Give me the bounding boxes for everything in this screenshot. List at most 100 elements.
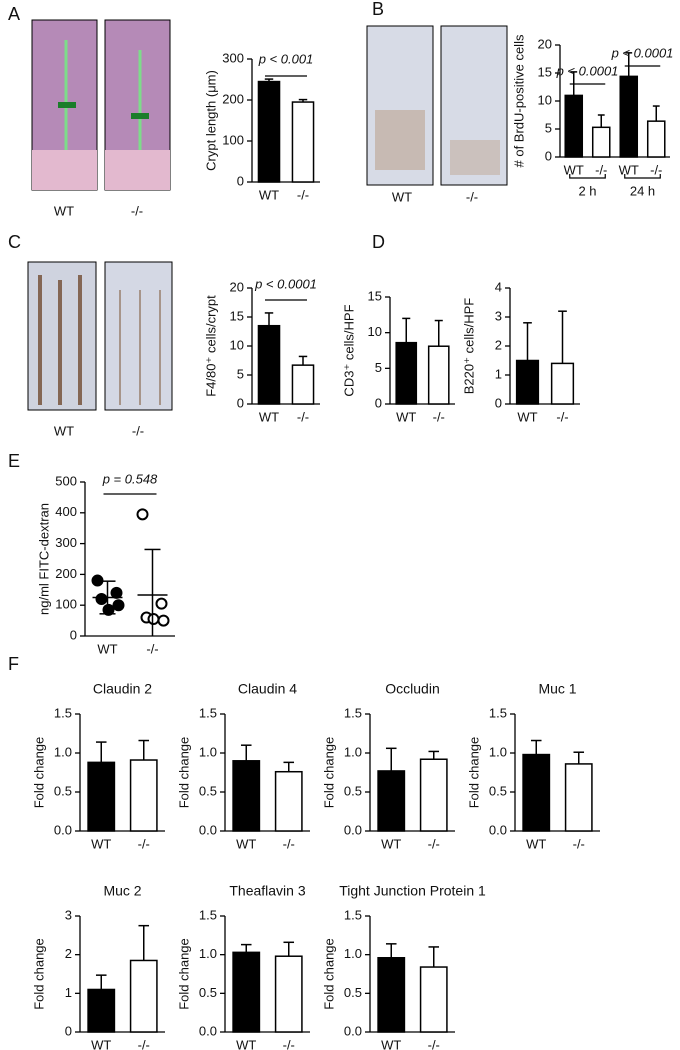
micrograph-stain bbox=[450, 140, 500, 175]
x-tick-label: WT bbox=[381, 836, 401, 851]
point bbox=[102, 603, 115, 616]
bar bbox=[427, 345, 450, 405]
panel-label: A bbox=[8, 4, 20, 24]
y-tick-label: 15 bbox=[538, 64, 552, 79]
bar bbox=[377, 770, 406, 832]
y-axis-label: Fold change bbox=[321, 737, 336, 809]
y-tick-label: 0.0 bbox=[489, 822, 507, 837]
error-bar bbox=[95, 974, 107, 990]
y-tick-label: 1.5 bbox=[199, 705, 217, 720]
y-tick-label: 1.5 bbox=[489, 705, 507, 720]
y-tick-label: 0.5 bbox=[199, 783, 217, 798]
bar bbox=[87, 761, 116, 832]
y-tick-label: 0 bbox=[65, 1023, 72, 1038]
x-tick-label: -/- bbox=[297, 409, 309, 424]
y-tick-label: 100 bbox=[222, 132, 244, 147]
bar bbox=[87, 988, 116, 1033]
y-tick-label: 2 bbox=[495, 337, 502, 352]
point bbox=[147, 613, 160, 626]
error-bar bbox=[625, 52, 633, 77]
x-tick-label: -/- bbox=[433, 409, 445, 424]
y-tick-label: 300 bbox=[55, 535, 77, 550]
error-bar bbox=[240, 943, 252, 953]
image-caption: -/- bbox=[131, 203, 143, 218]
y-tick-label: 200 bbox=[55, 566, 77, 581]
y-axis-label: ng/ml FITC-dextran bbox=[36, 503, 51, 615]
y-tick-label: 200 bbox=[222, 91, 244, 106]
y-tick-label: 10 bbox=[230, 337, 244, 352]
chart-title: Muc 2 bbox=[103, 883, 141, 899]
y-tick-label: 10 bbox=[538, 92, 552, 107]
y-axis-label: # of BrdU-positive cells bbox=[511, 34, 526, 167]
group-bracket bbox=[569, 174, 606, 179]
measure-marker bbox=[58, 102, 76, 108]
chart-title: Theaflavin 3 bbox=[229, 883, 305, 899]
x-tick-label: WT bbox=[259, 187, 279, 202]
micrograph-stain bbox=[119, 290, 161, 405]
y-tick-label: 0.0 bbox=[54, 822, 72, 837]
y-tick-label: 0.0 bbox=[344, 822, 362, 837]
error-bar bbox=[283, 941, 295, 957]
y-tick-label: 0 bbox=[375, 395, 382, 410]
y-tick-label: 0 bbox=[237, 173, 244, 188]
bar bbox=[274, 770, 303, 832]
x-tick-label: WT bbox=[526, 836, 546, 851]
error-bar bbox=[597, 114, 605, 128]
y-axis-label: F4/80⁺ cells/crypt bbox=[203, 295, 218, 397]
error-bar bbox=[298, 98, 308, 103]
error-bar bbox=[264, 312, 274, 326]
x-tick-label: -/- bbox=[650, 162, 662, 177]
y-tick-label: 1 bbox=[65, 985, 72, 1000]
y-tick-label: 0.0 bbox=[199, 1023, 217, 1038]
y-tick-label: 1.0 bbox=[199, 946, 217, 961]
point bbox=[110, 586, 123, 599]
x-tick-label: -/- bbox=[138, 836, 150, 851]
x-tick-label: WT bbox=[91, 836, 111, 851]
bar bbox=[291, 101, 315, 183]
micrograph bbox=[440, 25, 508, 186]
bar bbox=[257, 80, 281, 183]
panel-label: B bbox=[372, 0, 384, 19]
bar bbox=[377, 957, 406, 1033]
x-tick-label: -/- bbox=[146, 641, 158, 656]
y-tick-label: 3 bbox=[495, 308, 502, 323]
error-bar bbox=[573, 751, 585, 764]
x-tick-label: -/- bbox=[573, 836, 585, 851]
bar bbox=[564, 763, 593, 832]
y-axis-label: Fold change bbox=[176, 938, 191, 1010]
y-tick-label: 0 bbox=[70, 627, 77, 642]
y-tick-label: 15 bbox=[230, 308, 244, 323]
y-tick-label: 0.5 bbox=[344, 783, 362, 798]
x-tick-label: WT bbox=[517, 409, 537, 424]
error-bar bbox=[144, 548, 161, 636]
x-tick-label: WT bbox=[259, 409, 279, 424]
chart-title: Muc 1 bbox=[538, 681, 576, 697]
y-tick-label: 5 bbox=[237, 366, 244, 381]
error-bar bbox=[298, 355, 308, 366]
y-tick-label: 1.0 bbox=[489, 744, 507, 759]
error-bar bbox=[530, 739, 542, 755]
error-bar bbox=[434, 319, 443, 347]
x-tick-label: -/- bbox=[297, 187, 309, 202]
x-tick-label: -/- bbox=[556, 409, 568, 424]
bar bbox=[419, 966, 448, 1033]
y-tick-label: 500 bbox=[55, 473, 77, 488]
y-tick-label: 400 bbox=[55, 504, 77, 519]
panel-label: D bbox=[372, 232, 385, 252]
y-tick-label: 0.5 bbox=[54, 783, 72, 798]
significance-label: p = 0.548 bbox=[102, 471, 158, 486]
point bbox=[157, 614, 170, 627]
y-tick-label: 0.5 bbox=[199, 985, 217, 1000]
error-bar bbox=[428, 750, 440, 760]
bar bbox=[129, 759, 158, 832]
y-axis-label: Fold change bbox=[31, 737, 46, 809]
bar bbox=[257, 324, 281, 405]
y-tick-label: 5 bbox=[545, 120, 552, 135]
y-axis-label: CD3⁺ cells/HPF bbox=[341, 304, 356, 396]
y-tick-label: 0 bbox=[545, 148, 552, 163]
x-tick-label: WT bbox=[381, 1037, 401, 1050]
x-tick-label: WT bbox=[91, 1037, 111, 1050]
bar bbox=[395, 341, 418, 405]
error-bar bbox=[652, 105, 660, 122]
image-caption: -/- bbox=[132, 423, 144, 438]
